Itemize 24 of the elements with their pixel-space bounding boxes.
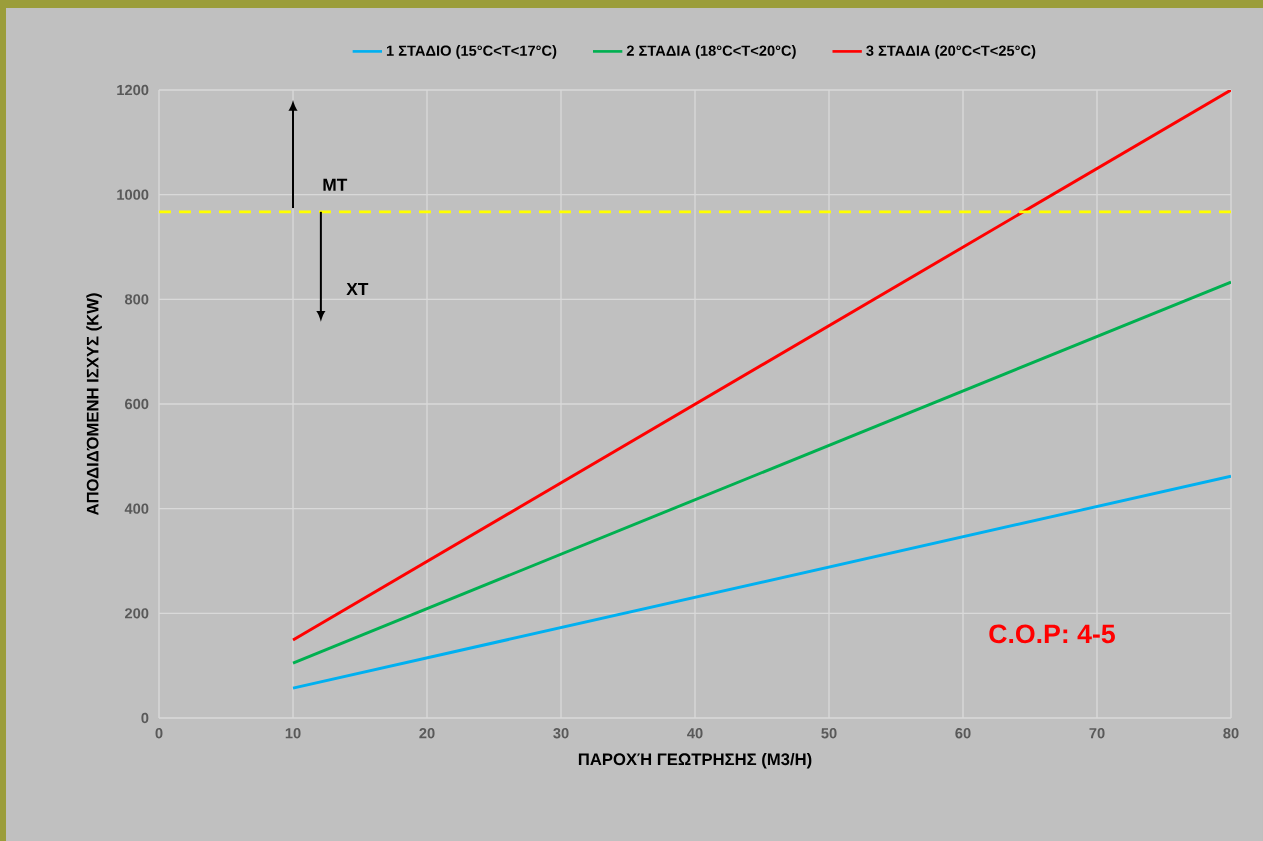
- x-tick-label: 60: [955, 728, 971, 739]
- y-tick-label: 0: [141, 712, 149, 724]
- x-tick-label: 0: [155, 728, 163, 739]
- annotation: C.O.P: 4-5: [989, 624, 1115, 644]
- x-tick-label: 80: [1223, 728, 1239, 739]
- x-axis-title: ΠΑΡΟΧΉ ΓΕΩΤΡΗΣΗΣ (M3/H): [578, 752, 812, 769]
- annotation: XT: [346, 283, 369, 296]
- x-tick-label: 50: [821, 728, 837, 739]
- x-tick-label: 40: [687, 728, 703, 739]
- legend-label: 2 ΣΤΑΔΙΑ (18°C<T<20°C): [626, 45, 796, 59]
- y-tick-label: 1200: [117, 84, 149, 96]
- legend-label: 3 ΣΤΑΔΙΑ (20°C<T<25°C): [866, 45, 1036, 59]
- y-axis-title: ΑΠΟΔΙΔΌΜΕΝΗ ΙΣΧΥΣ (KW): [86, 293, 102, 516]
- y-tick-label: 600: [125, 398, 149, 410]
- x-tick-label: 70: [1089, 728, 1105, 739]
- y-tick-label: 1000: [117, 189, 149, 200]
- y-tick-label: 800: [124, 294, 149, 305]
- x-tick-label: 30: [553, 728, 569, 739]
- y-tick-label: 200: [124, 608, 149, 619]
- x-tick-label: 10: [285, 728, 301, 739]
- legend-label: 1 ΣΤΑΔΙΟ (15°C<T<17°C): [386, 45, 557, 59]
- x-tick-label: 20: [419, 728, 435, 739]
- y-tick-label: 400: [124, 503, 149, 514]
- annotation: MT: [323, 178, 348, 191]
